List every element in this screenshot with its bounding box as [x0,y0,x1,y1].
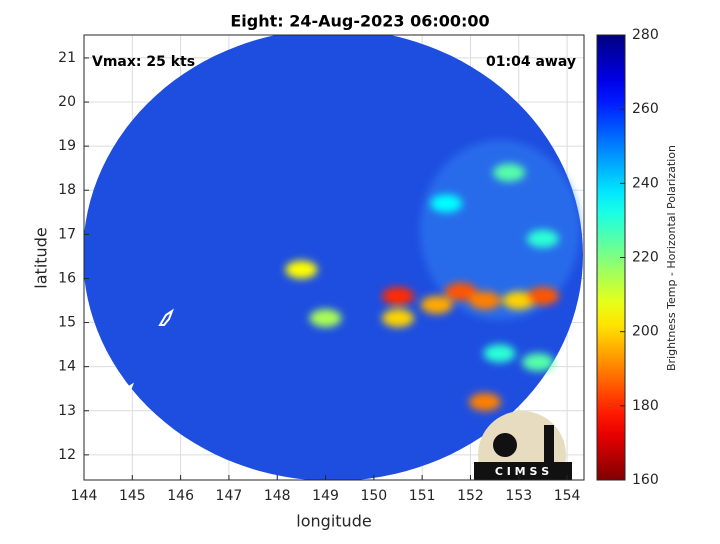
y-tick-label: 13 [58,403,76,419]
logo: C I M S S [474,411,572,480]
swath [84,35,583,480]
cell [468,392,501,411]
x-tick-label: 154 [554,488,581,504]
y-tick-label: 17 [58,226,76,242]
y-tick-label: 15 [58,315,76,331]
swath-shade [420,140,580,320]
y-tick-label: 18 [58,182,76,198]
cell [444,282,477,301]
y-tick-label: 20 [58,94,76,110]
cell [522,353,555,372]
cell [526,229,559,248]
cell [430,194,463,213]
x-axis-label: longitude [296,512,371,531]
x-tick-label: 151 [409,488,436,504]
cell [483,344,516,363]
cells [285,163,559,411]
colorbar-tick-label: 240 [632,175,659,191]
colorbar-label: Brightness Temp - Horizontal Polarizatio… [665,145,678,371]
logo-tower [544,425,554,465]
cell [420,295,453,314]
cell [468,291,501,310]
logo-band [474,462,572,480]
x-tick-label: 144 [71,488,98,504]
x-tick-label: 152 [457,488,484,504]
cell [382,287,415,306]
cell [526,287,559,306]
cell [502,291,535,310]
y-tick-label: 12 [58,447,76,463]
logo-text: C I M S S [495,465,549,478]
colorbar-tick-label: 160 [632,472,659,488]
y-axis-label: latitude [32,227,51,288]
chart-title: Eight: 24-Aug-2023 06:00:00 [230,12,489,31]
cell [493,163,526,182]
x-tick-label: 149 [312,488,339,504]
logo-dish [493,433,517,457]
y-tick-label: 14 [58,359,76,375]
colorbar-tick-label: 280 [632,27,659,43]
x-tick-label: 153 [505,488,532,504]
annotation: Vmax: 25 kts [92,54,195,70]
swath-layer: C I M S S [84,35,583,480]
y-tick-label: 16 [58,270,76,286]
island-saipan [115,382,134,402]
cell [285,260,318,279]
island-guam [158,308,175,326]
annotation: 01:04 away [486,54,576,70]
y-tick-label: 21 [58,50,76,66]
plot-frame [83,34,585,481]
x-tick-label: 147 [216,488,243,504]
x-tick-label: 146 [167,488,194,504]
x-tick-label: 150 [360,488,387,504]
cell [309,309,342,328]
cell [382,309,415,328]
x-tick-label: 145 [119,488,146,504]
colorbar-tick-label: 260 [632,101,659,117]
colorbar-tick-label: 220 [632,250,659,266]
y-tick-label: 19 [58,138,76,154]
x-tick-label: 148 [264,488,291,504]
colorbar-tick-label: 200 [632,324,659,340]
colorbar-tick-label: 180 [632,398,659,414]
